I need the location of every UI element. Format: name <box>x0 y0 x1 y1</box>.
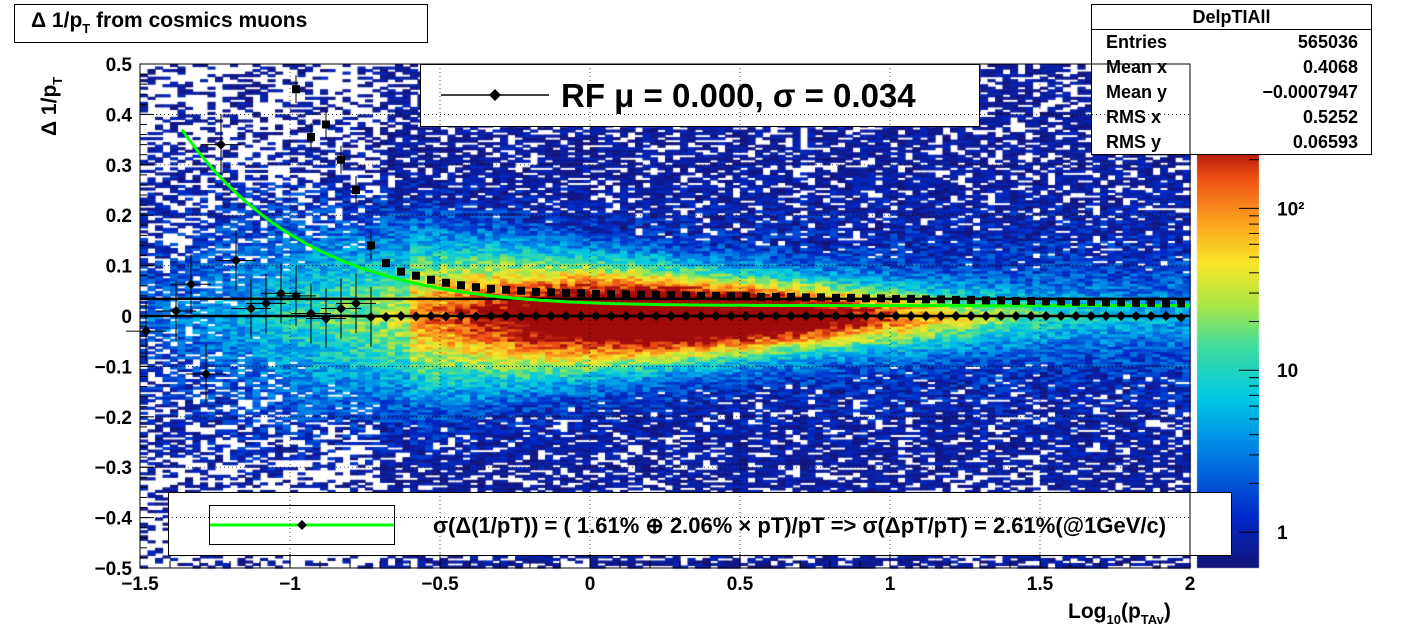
legend-box: σ(Δ(1/pT)) = ( 1.61% ⊕ 2.06% × pT)/pT =>… <box>168 492 1232 556</box>
plot-title-sub: T <box>82 21 91 36</box>
legend-marker-box <box>209 505 395 545</box>
plot-title-rest: from cosmics muons <box>90 9 308 32</box>
y-axis-title-sub: T <box>50 76 65 85</box>
stats-label: RMS y <box>1106 132 1162 152</box>
stats-label: Mean x <box>1106 57 1168 77</box>
stats-box: DelpTIAll Entries 565036 Mean x 0.4068 Mea… <box>1091 4 1372 155</box>
x-axis-title: Log10(pTAv) <box>1068 600 1171 627</box>
legend-formula: σ(Δ(1/pT)) = ( 1.61% ⊕ 2.06% × pT)/pT =>… <box>433 513 1167 538</box>
fit-result-box: RF μ = 0.000, σ = 0.034 <box>420 64 980 127</box>
x-axis-title-end: ) <box>1163 600 1171 623</box>
stats-value: 0.4068 <box>1302 57 1358 77</box>
stats-label: RMS x <box>1106 107 1162 127</box>
y-axis-title: Δ 1/pT <box>38 77 65 136</box>
fit-legend-marker <box>441 89 549 101</box>
legend-fit-marker <box>210 520 394 530</box>
y-axis-title-main: Δ 1/p <box>38 84 61 136</box>
stats-label: Mean y <box>1106 82 1168 102</box>
stats-label: Entries <box>1106 32 1168 52</box>
stats-value: 0.06593 <box>1292 132 1358 152</box>
plot-title-main: Δ 1/p <box>31 9 83 32</box>
stats-row: Entries 565036 <box>1092 30 1371 55</box>
x-axis-title-mid: (p <box>1120 600 1141 623</box>
stats-value: 0.5252 <box>1302 107 1358 127</box>
x-axis-title-sub2: TAv <box>1140 612 1164 627</box>
x-axis-title-sub1: 10 <box>1106 612 1121 627</box>
plot-title: Δ 1/pT from cosmics muons <box>14 4 428 43</box>
stats-title: DelpTIAll <box>1092 5 1371 30</box>
x-axis-title-main: Log <box>1068 600 1107 623</box>
stats-row: RMS x 0.5252 <box>1092 105 1371 130</box>
stats-row: Mean x 0.4068 <box>1092 55 1371 80</box>
fit-result-text: RF μ = 0.000, σ = 0.034 <box>561 77 916 114</box>
stats-row: RMS y 0.06593 <box>1092 130 1371 155</box>
stats-value: −0.0007947 <box>1262 82 1358 102</box>
stats-value: 565036 <box>1297 32 1358 52</box>
stats-row: Mean y −0.0007947 <box>1092 80 1371 105</box>
